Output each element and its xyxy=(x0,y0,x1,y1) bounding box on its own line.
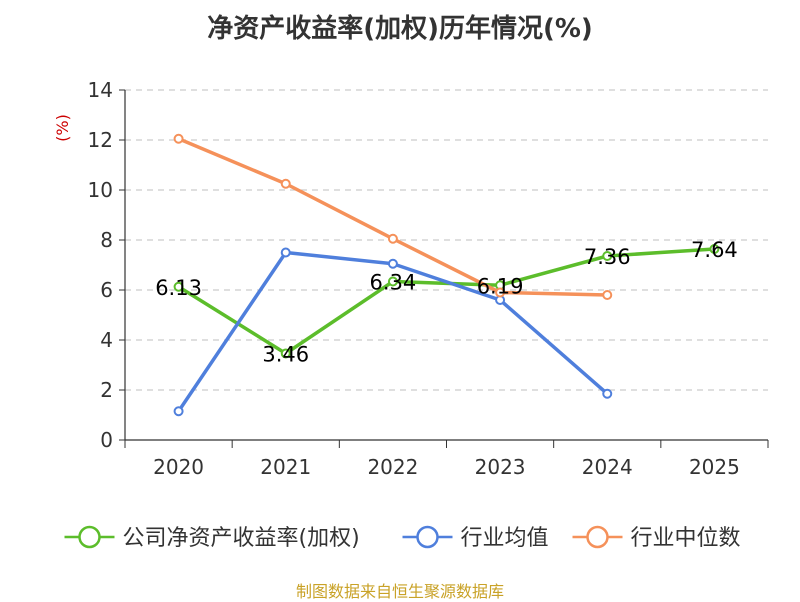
data-point xyxy=(173,406,184,417)
axes: 0 2 4 6 8 10 12 14 2020 2021 2022 2023 2024 2025 xyxy=(88,78,769,479)
x-tick-label: 2020 xyxy=(153,455,204,479)
legend-marker-0 xyxy=(78,525,101,549)
data-labels: 6.13 3.46 6.34 6.19 7.36 7.64 xyxy=(155,238,738,367)
data-point xyxy=(173,133,184,144)
data-label: 7.64 xyxy=(691,238,738,262)
chart-title: 净资产收益率(加权)历年情况(%) xyxy=(207,14,593,44)
data-point xyxy=(280,178,291,189)
data-point xyxy=(280,247,291,258)
data-label: 7.36 xyxy=(584,245,631,269)
data-point xyxy=(495,287,506,298)
x-tick-label: 2023 xyxy=(475,455,526,479)
series xyxy=(173,133,720,417)
y-tick-label: 8 xyxy=(100,228,113,252)
y-tick-label: 10 xyxy=(88,178,113,202)
data-label: 6.34 xyxy=(370,271,417,295)
data-point xyxy=(387,276,398,287)
legend-marker-2 xyxy=(586,525,609,549)
y-tick-label: 0 xyxy=(100,428,113,452)
source-note: 制图数据来自恒生聚源数据库 xyxy=(295,582,504,601)
y-tick-label: 2 xyxy=(100,378,113,402)
data-point xyxy=(280,348,291,359)
y-tick-label: 6 xyxy=(100,278,113,302)
legend-label: 行业中位数 xyxy=(631,526,741,551)
y-tick-label: 14 xyxy=(88,78,113,102)
x-tick-label: 2024 xyxy=(582,455,633,479)
legend-label: 行业均值 xyxy=(461,526,549,551)
legend-marker-1 xyxy=(416,525,439,549)
data-point xyxy=(602,251,613,261)
data-label: 6.13 xyxy=(155,276,202,300)
data-label: 3.46 xyxy=(262,343,309,367)
legend: 公司净资产收益率(加权) 行业均值 行业中位数 xyxy=(64,525,741,551)
grid-lines xyxy=(125,89,768,391)
legend-label: 公司净资产收益率(加权) xyxy=(123,526,360,551)
data-point xyxy=(602,388,613,399)
y-tick-label: 4 xyxy=(100,328,113,352)
x-tick-label: 2021 xyxy=(260,455,311,479)
y-tick-label: 12 xyxy=(88,128,113,152)
data-point xyxy=(709,244,720,254)
data-point xyxy=(602,290,613,300)
data-point xyxy=(387,233,398,244)
y-axis-label: (%) xyxy=(53,114,72,142)
x-tick-label: 2022 xyxy=(367,455,418,479)
data-point xyxy=(387,258,398,269)
data-point xyxy=(173,281,184,292)
data-label: 6.19 xyxy=(477,274,524,298)
x-tick-label: 2025 xyxy=(689,455,740,479)
